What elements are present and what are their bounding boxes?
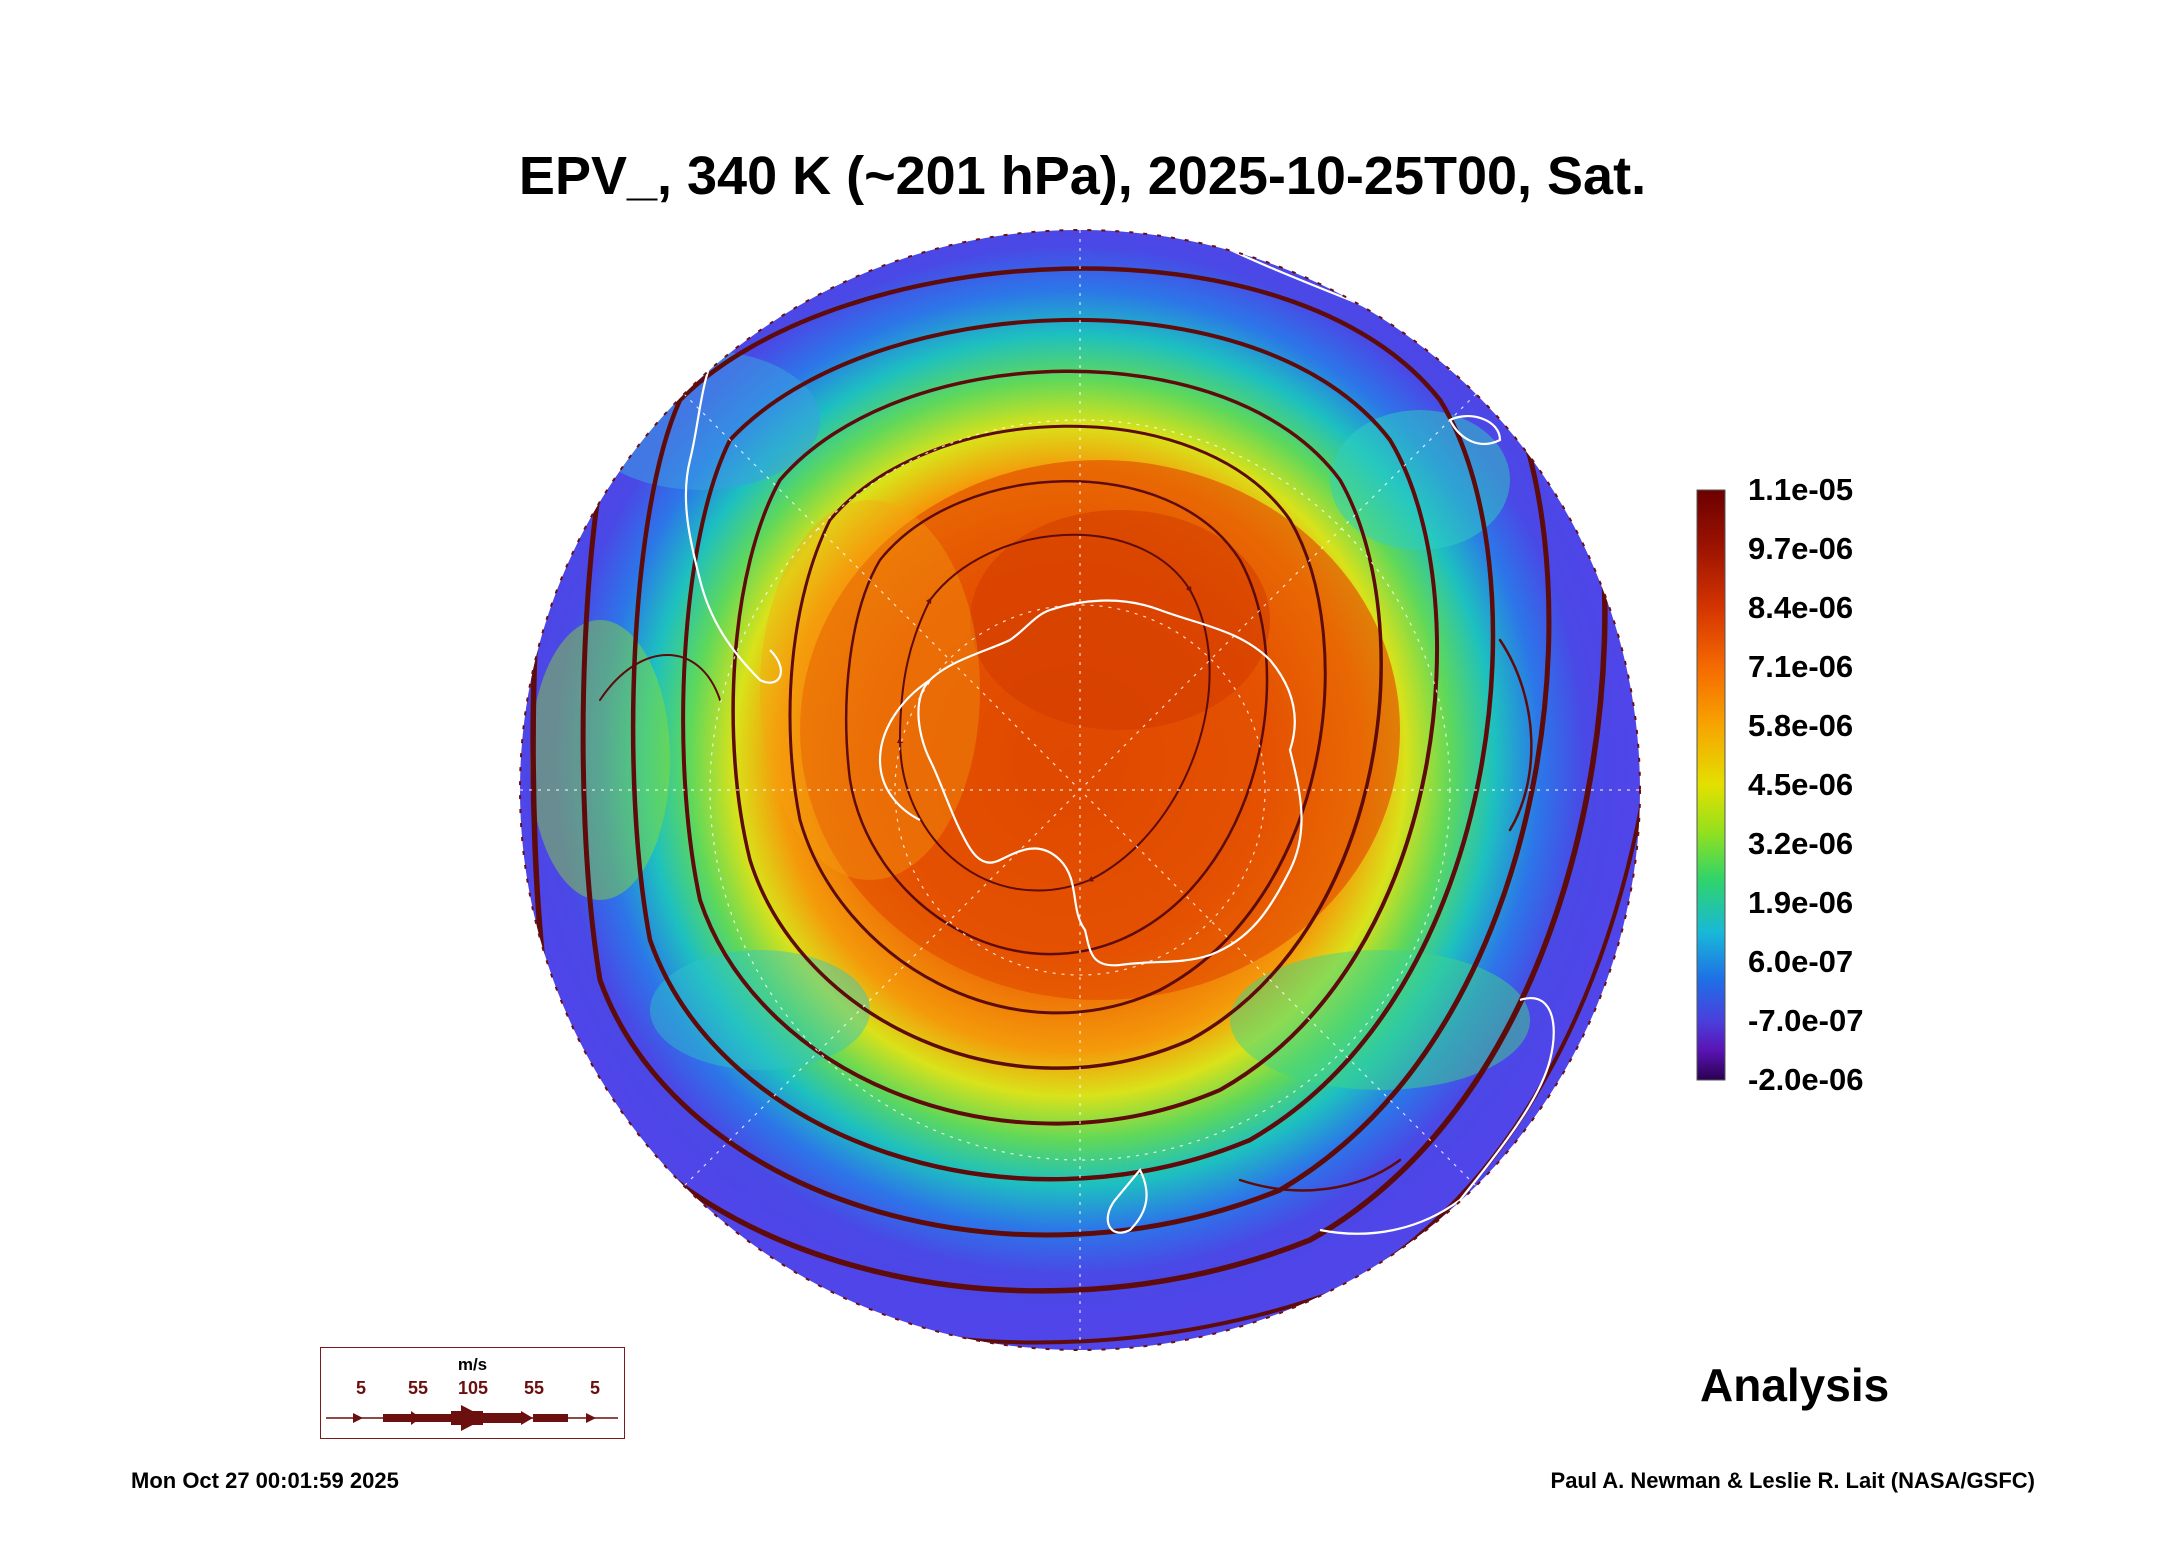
wind-streamlines	[520, 230, 1640, 1350]
colorbar-label: 8.4e-06	[1748, 590, 1854, 625]
legend-speed: 55	[523, 1378, 545, 1398]
legend-speed: 105	[457, 1378, 489, 1398]
credit: Paul A. Newman & Leslie R. Lait (NASA/GS…	[1550, 1468, 2035, 1493]
legend-units: m/s	[457, 1355, 488, 1374]
timestamp: Mon Oct 27 00:01:59 2025	[131, 1468, 399, 1493]
colorbar-label: 9.7e-06	[1748, 531, 1854, 566]
coastlines	[684, 239, 1555, 1235]
colorbar-label: 3.2e-06	[1748, 826, 1854, 861]
plot-title: EPV_, 340 K (~201 hPa), 2025-10-25T00, S…	[518, 146, 1647, 206]
colorbar-label: 1.9e-06	[1748, 885, 1854, 920]
colorbar-label: 5.8e-06	[1748, 708, 1854, 743]
colorbar-label: 4.5e-06	[1748, 767, 1854, 802]
graticule	[520, 230, 1640, 1350]
colorbar-label: -2.0e-06	[1748, 1062, 1864, 1097]
analysis-label: Analysis	[1700, 1359, 1890, 1411]
legend-speed-labels: 5 55 105 55 5	[321, 1378, 624, 1400]
map-border	[519, 229, 1641, 1351]
colorbar-label: 1.1e-05	[1748, 472, 1854, 507]
colorbar-label: -7.0e-07	[1748, 1003, 1864, 1038]
legend-speed: 55	[407, 1378, 429, 1398]
colorbar-label: 7.1e-06	[1748, 649, 1854, 684]
wind-speed-legend: m/s 5 55 105 55 5	[320, 1347, 625, 1439]
colorbar	[1696, 489, 1726, 1081]
legend-speed: 5	[355, 1378, 367, 1398]
legend-speed: 5	[589, 1378, 601, 1398]
colorbar-label: 6.0e-07	[1748, 944, 1854, 979]
legend-wind-arrow	[326, 1405, 618, 1431]
